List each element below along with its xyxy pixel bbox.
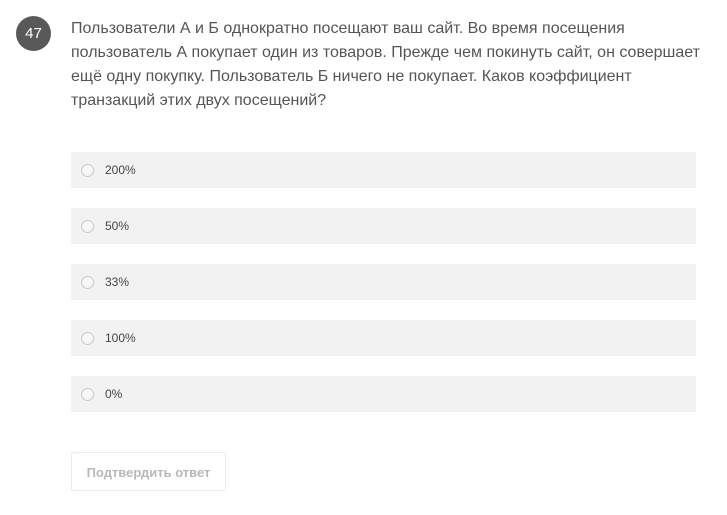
answer-option[interactable]: 200% [71,152,696,188]
answer-option[interactable]: 100% [71,320,696,356]
radio-button[interactable] [81,387,94,401]
radio-button[interactable] [81,331,94,345]
answer-option-label: 0% [105,387,123,401]
answer-option[interactable]: 33% [71,264,696,300]
answer-options: 200% 50% 33% 100% 0% [71,152,696,432]
answer-option-label: 50% [105,219,130,233]
radio-button[interactable] [81,163,94,177]
answer-option-label: 33% [105,275,130,289]
radio-button[interactable] [81,219,94,233]
question-number-badge: 47 [16,16,51,51]
answer-option[interactable]: 0% [71,376,696,412]
radio-button[interactable] [81,275,94,289]
answer-option-label: 100% [105,331,136,345]
answer-option-label: 200% [105,163,136,177]
submit-answer-button[interactable]: Подтвердить ответ [71,452,226,491]
question-text: Пользователи А и Б однократно посещают в… [71,20,700,109]
answer-option[interactable]: 50% [71,208,696,244]
